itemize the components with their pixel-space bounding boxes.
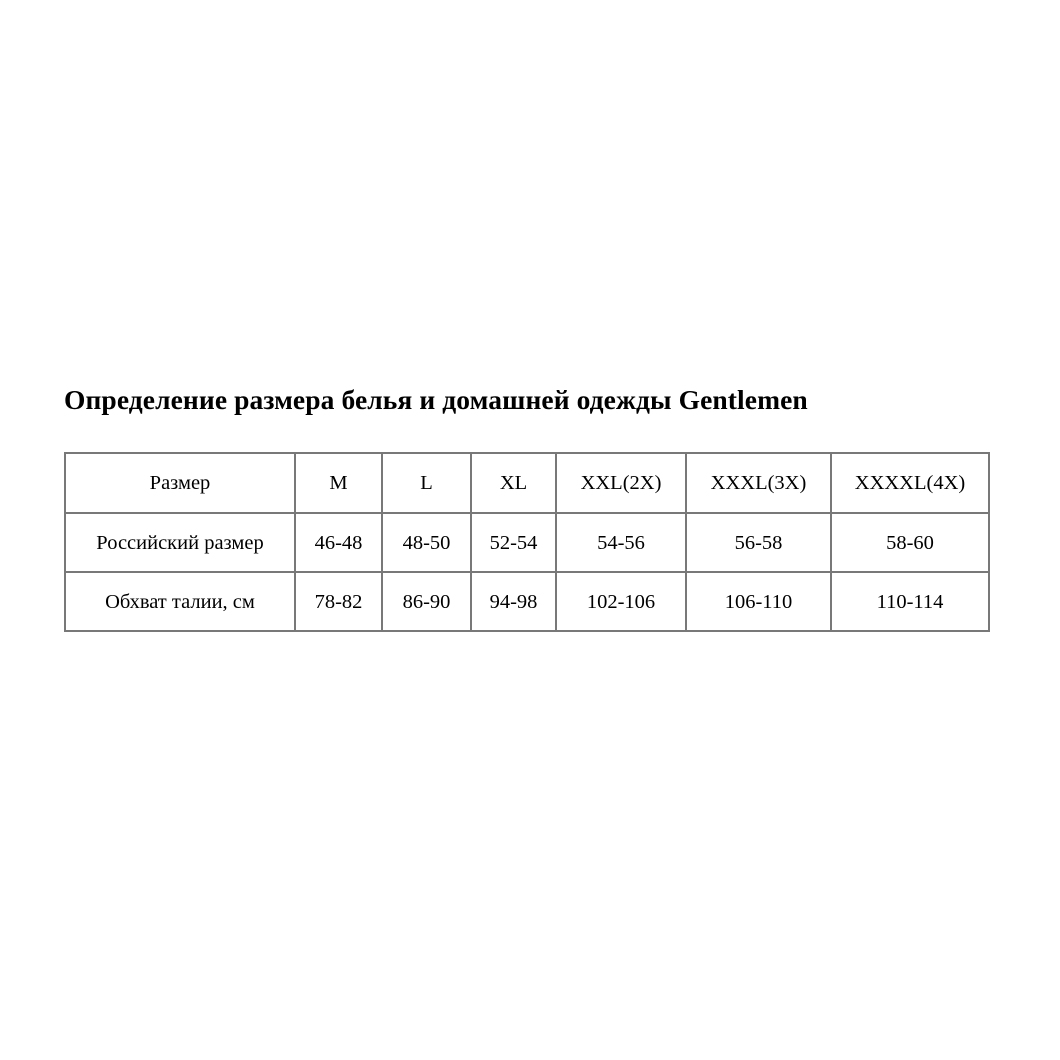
column-header-measure: Размер xyxy=(64,452,296,514)
table-row: Обхват талии, см 78-82 86-90 94-98 102-1… xyxy=(64,571,990,632)
cell-waist-m: 78-82 xyxy=(294,571,383,632)
cell-waist-l: 86-90 xyxy=(381,571,472,632)
cell-waist-xl: 94-98 xyxy=(470,571,557,632)
table-header-row: Размер M L XL XXL(2X) XXXL(3X) XXXXL(4X) xyxy=(64,452,990,514)
cell-russian-size-m: 46-48 xyxy=(294,512,383,573)
column-header-xl: XL xyxy=(470,452,557,514)
row-label-russian-size: Российский размер xyxy=(64,512,296,573)
size-chart-table: Размер M L XL XXL(2X) XXXL(3X) XXXXL(4X)… xyxy=(64,452,990,632)
cell-waist-xxxl: 106-110 xyxy=(685,571,832,632)
cell-russian-size-xxl: 54-56 xyxy=(555,512,687,573)
cell-waist-xxxxl: 110-114 xyxy=(830,571,990,632)
cell-russian-size-l: 48-50 xyxy=(381,512,472,573)
column-header-xxxxl: XXXXL(4X) xyxy=(830,452,990,514)
column-header-xxl: XXL(2X) xyxy=(555,452,687,514)
column-header-l: L xyxy=(381,452,472,514)
cell-waist-xxl: 102-106 xyxy=(555,571,687,632)
column-header-m: M xyxy=(294,452,383,514)
page-title: Определение размера белья и домашней оде… xyxy=(64,384,808,415)
column-header-xxxl: XXXL(3X) xyxy=(685,452,832,514)
table-row: Российский размер 46-48 48-50 52-54 54-5… xyxy=(64,512,990,573)
row-label-waist-circumference: Обхват талии, см xyxy=(64,571,296,632)
cell-russian-size-xxxl: 56-58 xyxy=(685,512,832,573)
cell-russian-size-xxxxl: 58-60 xyxy=(830,512,990,573)
cell-russian-size-xl: 52-54 xyxy=(470,512,557,573)
